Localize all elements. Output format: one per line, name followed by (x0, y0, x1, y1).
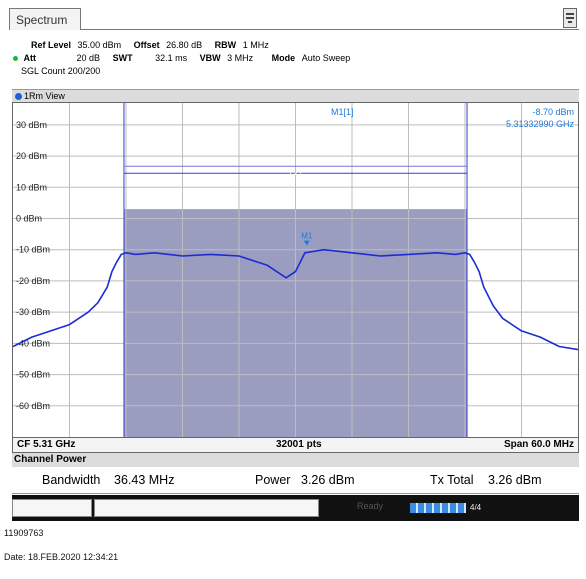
tx-total-label: Tx Total (430, 473, 474, 487)
att-label: Att (23, 53, 37, 63)
marker-readout-level: -8.70 dBm (532, 107, 574, 117)
vbw-label: VBW (199, 53, 221, 63)
ref-level-value: 35.00 dBm (77, 40, 122, 50)
y-tick-label: -10 dBm (16, 245, 50, 255)
status-bar: Ready 4/4 (12, 495, 579, 521)
swt-label: SWT (112, 53, 133, 63)
trace-view-bar[interactable]: 1Rm View (12, 89, 579, 103)
marker-readout-label: M1[1] (331, 107, 354, 117)
status-field-1[interactable] (12, 499, 92, 517)
y-tick-label: 30 dBm (16, 120, 47, 130)
sweep-progress-bar (410, 503, 466, 513)
progress-tag: 4/4 (470, 503, 482, 512)
param-row-2: Att 20 dB SWT 32.1 ms VBW 3 MHz Mode Aut… (13, 52, 350, 65)
att-value: 20 dB (76, 53, 101, 63)
y-tick-label: 0 dBm (16, 213, 42, 223)
offset-label: Offset (133, 40, 160, 50)
ready-status: Ready (357, 501, 384, 511)
vbw-value: 3 MHz (227, 53, 254, 63)
center-frequency: CF 5.31 GHz (17, 439, 76, 450)
y-tick-label: -60 dBm (16, 401, 50, 411)
spectrum-trace (12, 248, 579, 351)
y-tick-label: -30 dBm (16, 307, 50, 317)
screenshot-id: 11909763 (4, 528, 44, 538)
menu-bar-2 (566, 17, 574, 19)
power-label: Power (255, 473, 291, 487)
marker-m1-tag: M1 (301, 232, 313, 241)
measurement-parameters: Ref Level 35.00 dBm Offset 26.80 dB RBW … (9, 31, 569, 89)
menu-bar-1 (566, 13, 574, 15)
mode-value: Auto Sweep (301, 53, 351, 63)
offset-value: 26.80 dB (166, 40, 203, 50)
spectrum-plot[interactable]: 30 dBm 20 dBm 10 dBm 0 dBm -10 dBm -20 dBm -30… (12, 102, 579, 438)
span-value: Span 60.0 MHz (503, 439, 574, 450)
y-tick-label: -50 dBm (16, 370, 50, 380)
bandwidth-value: 36.43 MHz (114, 473, 175, 487)
sgl-count: SGL Count 200/200 (21, 66, 101, 76)
status-field-2[interactable] (94, 499, 319, 517)
y-tick-label: 10 dBm (16, 182, 47, 192)
sweep-points: 32001 pts (276, 439, 322, 450)
marker-m1-icon (303, 240, 310, 246)
rbw-value: 1 MHz (242, 40, 269, 50)
rbw-label: RBW (214, 40, 237, 50)
frequency-axis-bar: CF 5.31 GHz 32001 pts Span 60.0 MHz (12, 438, 579, 453)
tx-total-value: 3.26 dBm (488, 473, 542, 487)
screenshot-date: Date: 18.FEB.2020 12:34:21 (4, 552, 119, 562)
channel-power-results: Bandwidth 36.43 MHz Power 3.26 dBm Tx To… (12, 467, 579, 494)
tab-spectrum[interactable]: Spectrum (9, 8, 81, 30)
instrument-menu-icon[interactable] (563, 8, 577, 28)
power-value: 3.26 dBm (301, 473, 355, 487)
channel-power-title: Channel Power (12, 453, 579, 467)
channel-tag: TX1 (288, 170, 303, 179)
swt-value: 32.1 ms (155, 53, 188, 63)
tab-divider (80, 29, 579, 30)
bandwidth-label: Bandwidth (42, 473, 101, 487)
marker-readout-freq: 5.31332990 GHz (506, 119, 575, 129)
y-tick-label: -20 dBm (16, 276, 50, 286)
spectrum-graph: 30 dBm 20 dBm 10 dBm 0 dBm -10 dBm -20 dBm -30… (12, 103, 579, 437)
view-label: 1Rm View (24, 91, 65, 101)
y-tick-label: -40 dBm (16, 338, 50, 348)
y-tick-label: 20 dBm (16, 151, 47, 161)
view-indicator-icon (15, 93, 22, 100)
param-row-1: Ref Level 35.00 dBm Offset 26.80 dB RBW … (31, 39, 269, 52)
ref-level-label: Ref Level (31, 40, 72, 50)
menu-bar-3 (568, 21, 572, 23)
spectrum-analyzer-window: Spectrum Ref Level 35.00 dBm Offset 26.8… (9, 5, 579, 551)
mode-label: Mode (271, 53, 296, 63)
att-status-icon (13, 56, 18, 62)
